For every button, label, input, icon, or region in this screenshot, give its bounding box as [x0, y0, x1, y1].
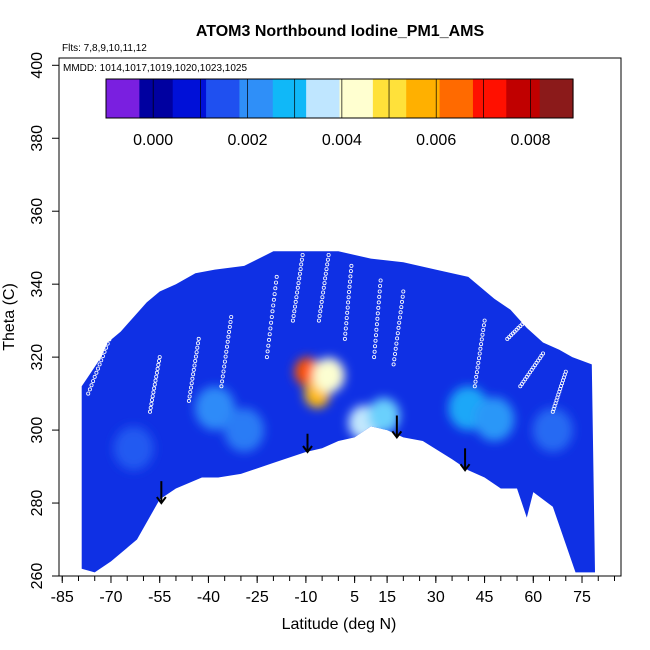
colorbar-swatch-12 — [506, 79, 541, 118]
colorbar-swatch-3 — [206, 79, 241, 118]
flight-track-8 — [372, 278, 383, 360]
y-tick-label-3: 320 — [29, 344, 46, 371]
colorbar-swatch-9 — [406, 79, 441, 118]
hotspot-8 — [224, 408, 265, 453]
x-tick-label-1: -70 — [99, 589, 122, 606]
y-tick-label-7: 400 — [29, 52, 46, 79]
hotspot-7 — [194, 386, 235, 431]
colorbar: 0.000 0.002 0.004 0.006 0.008 — [105, 78, 574, 149]
y-tick-label-6: 380 — [29, 125, 46, 152]
x-axis-label: Latitude (deg N) — [282, 616, 397, 633]
flight-track-10 — [472, 318, 487, 389]
colorbar-tick-label-2: 0.004 — [322, 132, 362, 149]
colorbar-swatch-10 — [439, 79, 474, 118]
chart-title: ATOM3 Northbound Iodine_PM1_AMS — [196, 23, 485, 40]
flights-annotation: Flts: 7,8,9,10,11,12 — [62, 43, 147, 54]
colorbar-swatch-13 — [539, 79, 574, 118]
x-tick-label-0: -85 — [51, 589, 74, 606]
arrow-2 — [391, 415, 403, 440]
colorbar-swatch-2 — [172, 79, 207, 118]
flight-track-1 — [147, 355, 162, 414]
x-tick-label-4: -25 — [246, 589, 269, 606]
flight-track-9 — [391, 289, 406, 367]
y-tick-label-4: 340 — [29, 271, 46, 298]
flight-track-4 — [264, 274, 279, 360]
colorbar-swatch-1 — [139, 79, 174, 118]
colorbar-swatch-11 — [472, 79, 507, 118]
x-tick-label-2: -55 — [148, 589, 171, 606]
x-axis: -85 -70 -55 -40 -25 -10 5 15 30 45 60 75 — [51, 576, 616, 606]
hotspot-9 — [113, 426, 154, 471]
flight-track-7 — [342, 263, 354, 341]
flight-track-3 — [219, 314, 234, 389]
arrow-0 — [156, 481, 167, 505]
y-tick-label-2: 300 — [29, 417, 46, 444]
y-tick-label-5: 360 — [29, 198, 46, 225]
flight-track-11 — [505, 311, 536, 341]
colorbar-tick-label-4: 0.008 — [511, 132, 551, 149]
colorbar-tick-label-1: 0.002 — [227, 132, 267, 149]
y-axis: 260 280 300 320 340 360 380 400 — [29, 52, 59, 590]
colorbar-swatch-7 — [339, 79, 374, 118]
y-axis-label: Theta (C) — [1, 283, 18, 351]
x-tick-label-9: 45 — [476, 589, 494, 606]
hotspot-6 — [474, 397, 515, 442]
flight-tracks — [86, 252, 568, 414]
hotspot-4 — [367, 397, 400, 434]
y-tick-label-1: 280 — [29, 490, 46, 517]
flight-track-0 — [86, 333, 114, 396]
x-tick-label-11: 75 — [573, 589, 591, 606]
colorbar-swatch-4 — [239, 79, 274, 118]
flight-track-2 — [186, 336, 201, 403]
plot-frame — [58, 57, 622, 577]
flight-track-13 — [550, 369, 568, 414]
y-tick-label-0: 260 — [29, 563, 46, 590]
colorbar-swatch-5 — [272, 79, 307, 118]
flight-track-12 — [518, 351, 546, 389]
x-tick-label-8: 30 — [427, 589, 445, 606]
arrow-3 — [459, 448, 471, 472]
arrow-1 — [302, 433, 313, 454]
surface-arrows — [156, 415, 471, 505]
x-tick-label-7: 15 — [378, 589, 396, 606]
flight-track-5 — [290, 252, 305, 323]
colorbar-tick-label-0: 0.000 — [133, 132, 173, 149]
x-tick-label-10: 60 — [524, 589, 542, 606]
hotspot-10 — [532, 408, 573, 453]
x-tick-label-3: -40 — [197, 589, 220, 606]
colorbar-swatch-0 — [106, 79, 140, 118]
flight-track-6 — [316, 252, 331, 323]
x-tick-label-6: 5 — [350, 589, 359, 606]
x-tick-label-5: -10 — [294, 589, 317, 606]
hotspot-2 — [312, 357, 345, 393]
dates-annotation: MMDD: 1014,1017,1019,1020,1023,1025 — [63, 63, 247, 74]
colorbar-swatch-8 — [372, 79, 407, 118]
colorbar-tick-label-3: 0.006 — [416, 132, 456, 149]
colorbar-swatch-6 — [306, 79, 341, 118]
